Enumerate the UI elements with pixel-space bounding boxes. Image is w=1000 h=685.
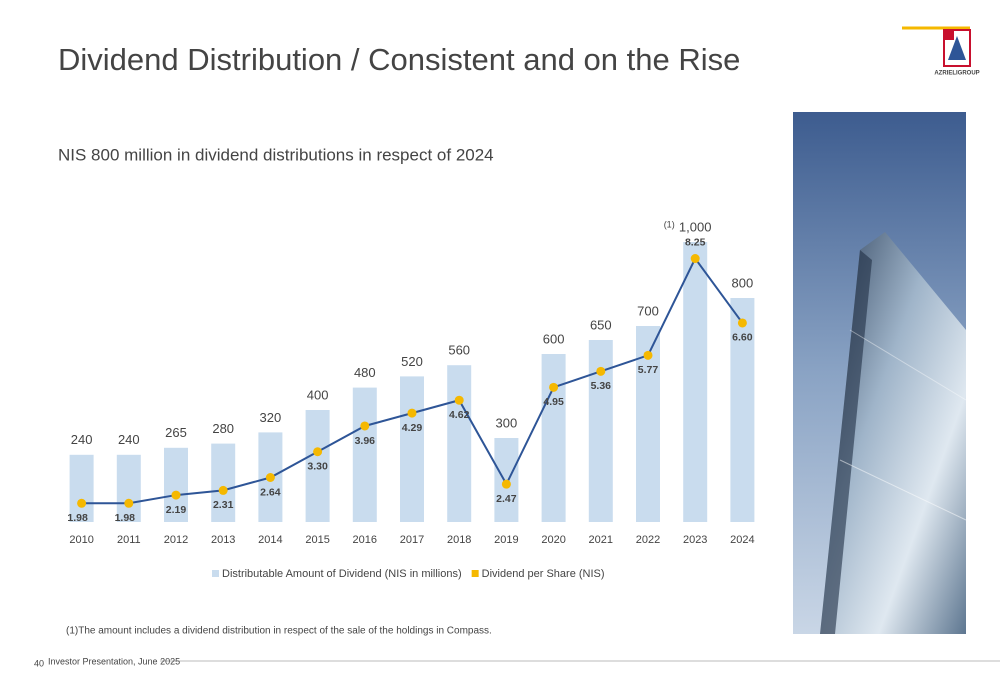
x-tick-label: 2024 [730, 534, 754, 546]
logo-text: AZRIELIGROUP [934, 71, 979, 77]
bar [730, 298, 755, 522]
line-label: 3.96 [355, 435, 376, 447]
x-tick-label: 2012 [164, 534, 188, 546]
bar [447, 365, 472, 522]
line-marker [171, 490, 181, 500]
bar [352, 387, 377, 522]
legend-swatch [212, 570, 219, 577]
page-number: 40 [34, 658, 44, 668]
bar [69, 454, 94, 522]
bar-label: 280 [212, 421, 234, 436]
bar-label: 300 [496, 415, 518, 430]
bar-label: 600 [543, 331, 565, 346]
bar [683, 242, 708, 522]
line-marker [737, 318, 747, 328]
bar-label: 650 [590, 317, 612, 332]
line-label: 4.29 [402, 422, 423, 434]
line-label: 1.98 [67, 512, 88, 524]
line-label: 6.60 [732, 332, 753, 344]
bar-label: 240 [118, 432, 140, 447]
line-marker [124, 498, 134, 508]
line-marker [596, 366, 606, 376]
subtitle: NIS 800 million in dividend distribution… [58, 145, 494, 164]
logo: AZRIELIGROUP [902, 26, 980, 77]
x-tick-label: 2014 [258, 534, 282, 546]
footnote: (1)The amount includes a dividend distri… [66, 626, 492, 637]
bar [211, 443, 236, 522]
bar-label: 560 [448, 343, 470, 358]
bar [305, 410, 330, 522]
bar-label: 520 [401, 354, 423, 369]
bar-label: 700 [637, 303, 659, 318]
bar-label: 1,000 [679, 219, 712, 234]
bar [400, 376, 424, 522]
legend-label: Distributable Amount of Dividend (NIS in… [222, 568, 462, 580]
bar-label: 265 [165, 425, 187, 440]
line-marker [690, 254, 700, 264]
line-label: 4.62 [449, 409, 470, 421]
line-marker [501, 479, 511, 489]
bar-label: 800 [732, 275, 754, 290]
legend-swatch [471, 570, 479, 577]
legend-label: Dividend per Share (NIS) [482, 568, 605, 580]
line-label: 2.19 [166, 504, 187, 516]
x-tick-label: 2023 [683, 534, 707, 546]
line-label: 5.36 [591, 380, 612, 392]
x-tick-label: 2016 [353, 534, 377, 546]
line-marker [643, 350, 653, 360]
x-tick-label: 2017 [400, 534, 424, 546]
line-marker [218, 485, 228, 495]
line-label: 1.98 [115, 512, 136, 524]
line-marker [454, 395, 464, 405]
bar-label: 480 [354, 365, 376, 380]
line-marker [313, 447, 323, 457]
x-tick-label: 2021 [589, 534, 613, 546]
line-label: 2.31 [213, 499, 234, 511]
annotation: (1) [664, 219, 675, 229]
bar [164, 447, 188, 522]
bar-label: 240 [71, 432, 93, 447]
slide-title: Dividend Distribution / Consistent and o… [58, 42, 740, 77]
x-tick-label: 2020 [541, 534, 565, 546]
bar-label: 320 [260, 410, 282, 425]
line-marker [360, 421, 370, 431]
x-tick-label: 2022 [636, 534, 660, 546]
x-tick-label: 2019 [494, 534, 518, 546]
bar-label: 400 [307, 387, 329, 402]
line-label: 8.25 [685, 236, 706, 248]
x-tick-label: 2010 [69, 534, 93, 546]
bar [116, 454, 141, 522]
line-label: 4.95 [543, 396, 564, 408]
x-tick-label: 2018 [447, 534, 471, 546]
line-marker [407, 408, 417, 418]
line-label: 2.47 [496, 493, 517, 505]
building-photo [793, 112, 967, 634]
line-label: 2.64 [260, 486, 281, 498]
line-label: 3.30 [307, 461, 328, 473]
x-tick-label: 2015 [305, 534, 329, 546]
x-tick-label: 2013 [211, 534, 235, 546]
line-label: 5.77 [638, 364, 659, 376]
line-marker [77, 498, 87, 508]
bar [541, 354, 566, 522]
x-tick-label: 2011 [117, 534, 141, 546]
line-marker [265, 473, 275, 483]
line-marker [549, 382, 559, 392]
footer-text: Investor Presentation, June 2025 [48, 656, 180, 666]
